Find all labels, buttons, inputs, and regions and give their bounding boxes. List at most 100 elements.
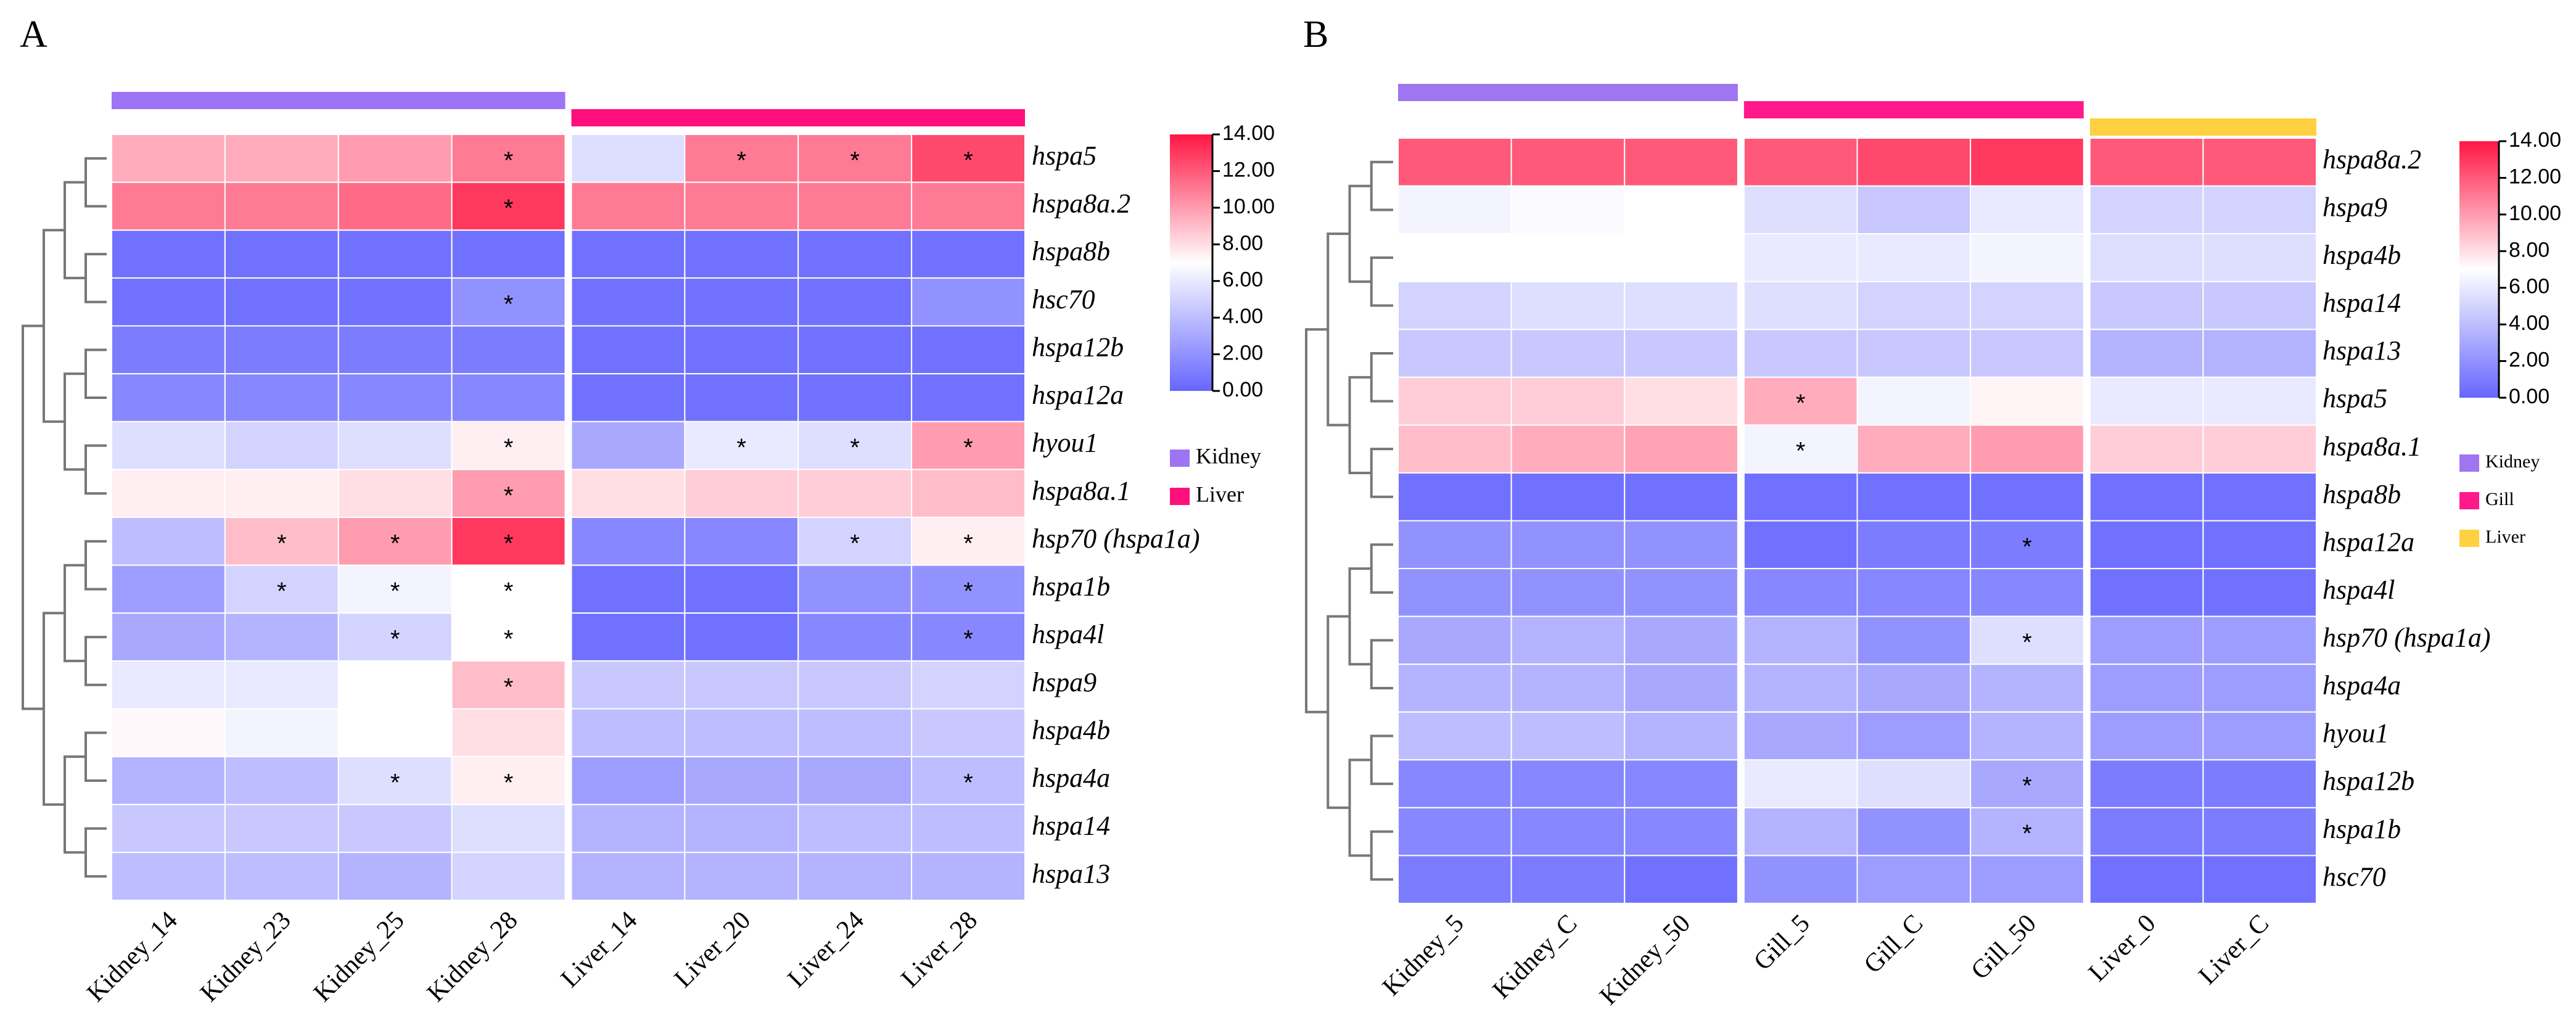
- colorbar-tick-label: 12.00: [2509, 165, 2561, 188]
- heat-cell: [1510, 233, 1626, 282]
- heat-cell: [111, 517, 226, 566]
- dendrogram-branch: [1327, 615, 1350, 809]
- panel: A * * * * * * * * * * * * * * * * * * * * * * * * * * * hspa5 hspa8a.…: [20, 14, 1275, 1008]
- significance-mark: *: [1796, 438, 1806, 465]
- significance-mark: *: [504, 673, 514, 700]
- row-label: hspa4b: [1032, 715, 1110, 745]
- heat-cell: [1510, 615, 1626, 665]
- row-label: hspa8b: [2323, 479, 2401, 509]
- heat-cell: [1397, 472, 1512, 522]
- heat-cell: [797, 564, 913, 614]
- heat-cell: [684, 660, 799, 710]
- dendrogram-branch: [84, 253, 107, 303]
- legend-label: Kidney: [2485, 451, 2540, 472]
- heat-cell: [2089, 138, 2204, 187]
- heat-cell: [2089, 711, 2204, 761]
- heat-cell: [337, 612, 453, 662]
- legend-label: Gill: [2485, 489, 2514, 509]
- heat-cell: [684, 564, 799, 614]
- heat-cell: [451, 373, 566, 422]
- heat-cell: [797, 756, 913, 805]
- colorbar-tick-label: 4.00: [1222, 305, 1263, 328]
- heat-cell: [2089, 759, 2204, 808]
- dendrogram-branch: [1370, 448, 1393, 498]
- heat-cell: [911, 612, 1026, 662]
- heat-cell: [1510, 424, 1626, 474]
- heat-cell: [1743, 663, 1858, 713]
- row-label: hspa4a: [2323, 670, 2401, 700]
- heat-cell: [451, 325, 566, 375]
- row-label: hspa5: [2323, 384, 2387, 414]
- dendrogram-branch: [84, 636, 107, 686]
- heat-cell: [1970, 329, 2084, 378]
- heat-cell: [1624, 424, 1739, 474]
- heat-cell: [451, 134, 566, 183]
- heat-cell: [911, 469, 1026, 518]
- dendrogram-branch: [43, 612, 65, 806]
- heat-cell: [111, 852, 226, 901]
- row-label: hspa8a.1: [1032, 475, 1130, 506]
- heat-cell: [797, 612, 913, 662]
- panel-label: B: [1303, 14, 1328, 55]
- heat-cell: [1624, 855, 1739, 904]
- heat-cell: [111, 564, 226, 614]
- significance-mark: *: [390, 530, 400, 557]
- heat-cell: [1624, 615, 1739, 665]
- heat-cell: [911, 181, 1026, 231]
- row-label: hspa8a.2: [2323, 144, 2421, 175]
- heat-cell: [684, 517, 799, 566]
- heat-cell: [1970, 520, 2084, 570]
- heat-cell: [111, 181, 226, 231]
- heat-cell: [2202, 185, 2317, 235]
- heat-cell: [1970, 807, 2084, 856]
- significance-mark: *: [504, 770, 514, 797]
- heat-cell: [111, 325, 226, 375]
- heat-cell: [1397, 233, 1512, 282]
- colorbar-tick-label: 0.00: [1222, 378, 1263, 401]
- colorbar-tick-label: 14.00: [1222, 121, 1275, 145]
- heat-cell: [684, 756, 799, 805]
- heat-cell: [1970, 376, 2084, 426]
- legend-swatch: [2459, 530, 2479, 547]
- heat-cell: [2089, 520, 2204, 570]
- row-label: hspa9: [1032, 667, 1097, 697]
- heat-cell: [684, 325, 799, 375]
- heat-cell: [451, 852, 566, 901]
- heat-cell: [570, 708, 686, 758]
- heat-cell: [1510, 138, 1626, 187]
- significance-mark: *: [850, 530, 860, 557]
- heat-cell: [1397, 855, 1512, 904]
- heat-cell: [1856, 233, 1972, 282]
- heat-cell: [2089, 615, 2204, 665]
- row-label: hspa8a.2: [1032, 189, 1130, 219]
- heat-cell: [797, 803, 913, 853]
- heat-cell: [797, 325, 913, 375]
- dendrogram-branch: [22, 324, 44, 710]
- heat-cell: [1510, 472, 1626, 522]
- heat-cell: [2202, 233, 2317, 282]
- dendrogram-branch: [1370, 734, 1393, 786]
- heat-cell: [1856, 663, 1972, 713]
- heat-cell: [337, 277, 453, 327]
- heat-cell: [1856, 185, 1972, 235]
- heat-cell: [684, 229, 799, 279]
- heat-cell: [1510, 568, 1626, 617]
- heat-cell: [1970, 424, 2084, 474]
- heat-cell: [2202, 329, 2317, 378]
- heat-cell: [337, 421, 453, 470]
- row-label: hsp70 (hspa1a): [2323, 623, 2491, 653]
- heat-cell: [1624, 233, 1739, 282]
- heat-cell: [1743, 138, 1858, 187]
- heat-cell: [337, 803, 453, 853]
- significance-mark: *: [390, 770, 400, 797]
- row-label: hspa14: [1032, 811, 1110, 841]
- heat-cell: [1856, 424, 1972, 474]
- group-bar: [1398, 84, 1738, 101]
- heat-cell: [224, 756, 339, 805]
- heat-cell: [224, 612, 339, 662]
- row-label: hspa12a: [2323, 527, 2414, 557]
- heat-cell: [337, 564, 453, 614]
- column-label: Gill_5: [1748, 909, 1815, 976]
- group-bar: [1743, 101, 2084, 118]
- heat-cell: [1743, 185, 1858, 235]
